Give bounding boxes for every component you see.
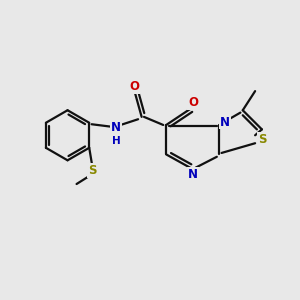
Text: S: S [258, 133, 266, 146]
Text: N: N [188, 168, 198, 181]
Text: S: S [88, 164, 96, 177]
Text: H: H [112, 136, 121, 146]
Text: O: O [188, 96, 198, 110]
Text: N: N [220, 116, 230, 128]
Text: N: N [111, 121, 121, 134]
Text: O: O [129, 80, 139, 93]
